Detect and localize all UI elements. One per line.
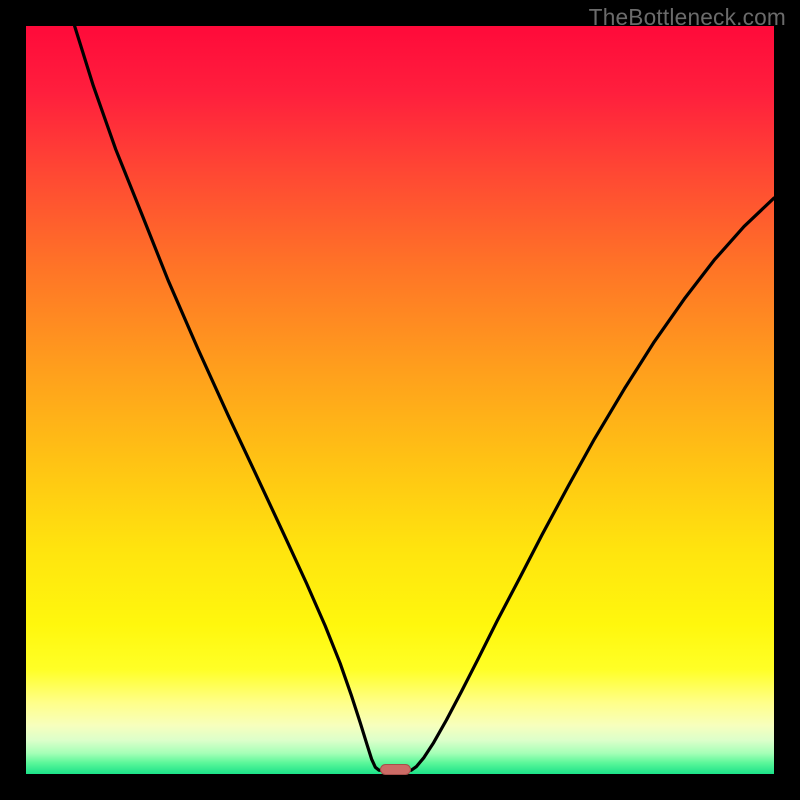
optimum-marker bbox=[380, 764, 411, 776]
bottleneck-curve bbox=[26, 26, 774, 774]
chart-stage: TheBottleneck.com bbox=[0, 0, 800, 800]
plot-area bbox=[26, 26, 774, 774]
